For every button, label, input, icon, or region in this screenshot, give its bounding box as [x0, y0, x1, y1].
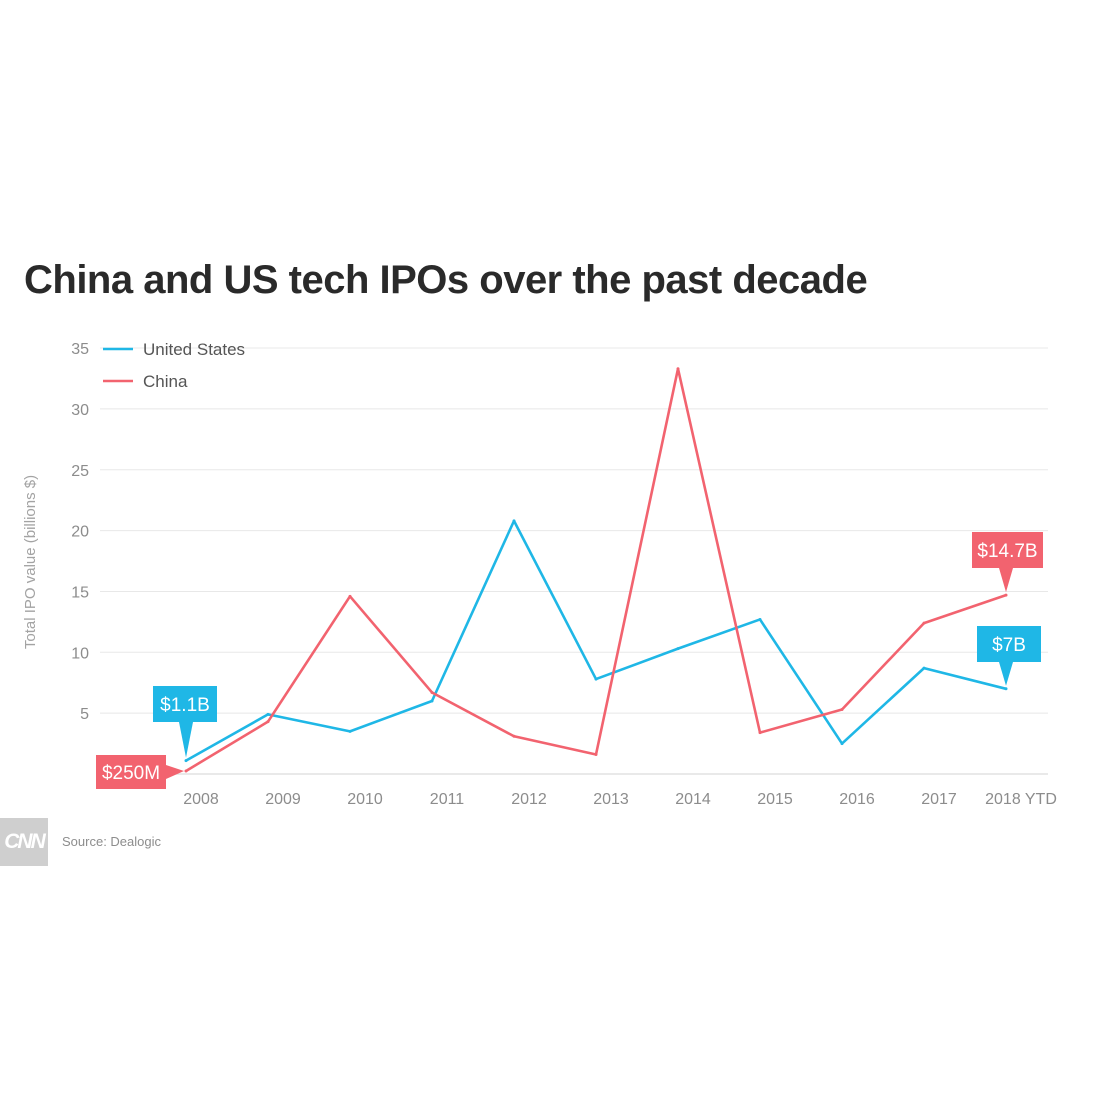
x-tick-label: 2008: [183, 791, 219, 808]
legend-label: China: [143, 372, 188, 391]
x-axis-ticks: 2008 2009 2010 2011 2012 2013 2014 2015 2016 2017…: [183, 791, 1057, 808]
legend: United States China: [103, 340, 245, 391]
series-lines: [184, 367, 1008, 773]
data-point: [1004, 687, 1008, 691]
callout-pointer: [179, 722, 193, 758]
data-point: [430, 690, 434, 694]
y-tick-label: 5: [80, 706, 89, 723]
data-point: [430, 699, 434, 703]
x-tick-label: 2012: [511, 791, 547, 808]
data-point: [266, 712, 270, 716]
data-point: [758, 617, 762, 621]
y-axis-label: Total IPO value (billions $): [22, 475, 39, 649]
x-tick-label: 2017: [921, 791, 957, 808]
data-point: [840, 707, 844, 711]
callout-pointer: [999, 662, 1013, 686]
callout-label: $14.7B: [977, 541, 1037, 562]
source-note: Source: Dealogic: [62, 834, 161, 849]
callout: $14.7B: [972, 532, 1043, 593]
callout-pointer: [166, 765, 184, 779]
callouts: $1.1B $250M $14.7B $7B: [96, 532, 1043, 789]
callout: $250M: [96, 755, 184, 789]
callout-label: $7B: [992, 635, 1026, 656]
callout-label: $1.1B: [160, 695, 210, 716]
series-line-united-states: [185, 519, 1007, 762]
data-point: [922, 621, 926, 625]
x-tick-label: 2018 YTD: [985, 791, 1057, 808]
data-point: [266, 720, 270, 724]
x-tick-label: 2011: [430, 791, 465, 808]
x-tick-label: 2015: [757, 791, 793, 808]
callout-label: $250M: [102, 763, 160, 784]
data-point: [840, 742, 844, 746]
y-tick-label: 25: [71, 463, 89, 480]
y-tick-label: 30: [71, 402, 89, 419]
callout-box: [96, 755, 166, 789]
y-tick-label: 20: [71, 524, 89, 541]
callout-pointer: [999, 568, 1013, 593]
callout: $7B: [977, 626, 1041, 686]
x-tick-label: 2013: [593, 791, 629, 808]
x-tick-label: 2014: [675, 791, 711, 808]
data-point: [348, 729, 352, 733]
legend-label: United States: [143, 340, 245, 359]
callout-box: [977, 626, 1041, 662]
y-tick-label: 35: [71, 341, 89, 358]
data-point: [1004, 593, 1008, 597]
y-axis-ticks: 5 10 15 20 25 30 35: [71, 341, 89, 723]
data-point: [922, 666, 926, 670]
series-line-china: [185, 367, 1007, 773]
y-tick-label: 15: [71, 584, 89, 601]
data-point: [676, 367, 680, 371]
cnn-logo: CNN: [0, 818, 48, 866]
callout-box: [972, 532, 1043, 568]
data-point: [184, 759, 188, 763]
chart-title: China and US tech IPOs over the past dec…: [24, 258, 868, 302]
data-point: [594, 753, 598, 757]
x-tick-label: 2009: [265, 791, 301, 808]
x-tick-label: 2016: [839, 791, 875, 808]
callout-box: [153, 686, 217, 722]
data-point: [758, 731, 762, 735]
data-point: [594, 677, 598, 681]
callout: $1.1B: [153, 686, 217, 758]
data-point: [676, 647, 680, 651]
data-point: [512, 734, 516, 738]
data-point: [512, 519, 516, 523]
data-point: [184, 769, 188, 773]
grid-lines: [100, 347, 1048, 775]
x-tick-label: 2010: [347, 791, 383, 808]
data-point: [348, 594, 352, 598]
y-tick-label: 10: [71, 645, 89, 662]
